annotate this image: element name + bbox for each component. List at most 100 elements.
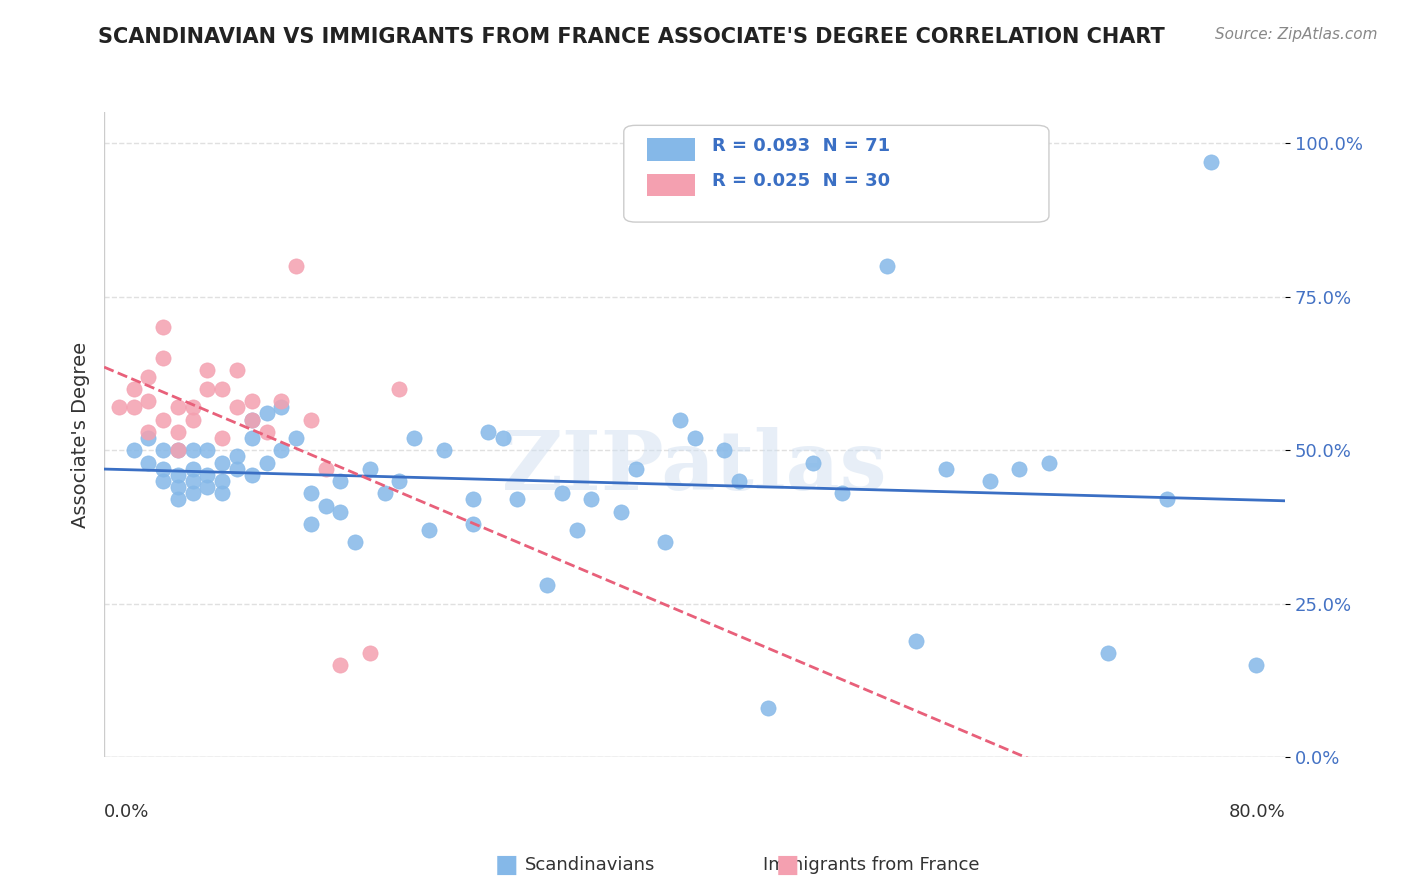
Point [226, 401, 249, 415]
Point [197, 382, 219, 396]
Text: 0.0%: 0.0% [104, 803, 149, 821]
Point [197, 467, 219, 482]
Point [122, 401, 145, 415]
Text: R = 0.093  N = 71: R = 0.093 N = 71 [713, 137, 890, 155]
FancyBboxPatch shape [624, 126, 1049, 222]
Point [463, 516, 485, 531]
Point [167, 401, 190, 415]
FancyBboxPatch shape [647, 138, 695, 161]
Point [299, 412, 322, 426]
Y-axis label: Associate's Degree: Associate's Degree [72, 342, 90, 528]
Point [226, 363, 249, 377]
Point [240, 431, 263, 445]
Point [315, 461, 337, 475]
Point [728, 474, 751, 488]
Point [167, 480, 190, 494]
Point [654, 535, 676, 549]
Point [831, 486, 853, 500]
Point [624, 461, 647, 475]
Point [581, 492, 603, 507]
Point [167, 467, 190, 482]
Point [551, 486, 574, 500]
Text: Immigrants from France: Immigrants from France [763, 856, 980, 874]
Point [979, 474, 1001, 488]
Point [122, 443, 145, 458]
Point [240, 467, 263, 482]
Point [270, 401, 292, 415]
Point [181, 474, 204, 488]
Point [167, 443, 190, 458]
Point [256, 456, 278, 470]
Point [152, 351, 174, 366]
Point [240, 394, 263, 409]
FancyBboxPatch shape [647, 174, 695, 196]
Point [152, 443, 174, 458]
Point [1201, 154, 1223, 169]
Point [152, 461, 174, 475]
Point [477, 425, 499, 439]
Point [152, 412, 174, 426]
Point [211, 382, 233, 396]
Text: SCANDINAVIAN VS IMMIGRANTS FROM FRANCE ASSOCIATE'S DEGREE CORRELATION CHART: SCANDINAVIAN VS IMMIGRANTS FROM FRANCE A… [98, 27, 1166, 46]
Point [315, 499, 337, 513]
Point [122, 382, 145, 396]
Text: Scandinavians: Scandinavians [526, 856, 655, 874]
Point [359, 646, 381, 660]
Point [1097, 646, 1119, 660]
Point [329, 658, 352, 673]
Point [463, 492, 485, 507]
Point [433, 443, 456, 458]
Point [388, 474, 411, 488]
Point [418, 523, 440, 537]
Point [344, 535, 367, 549]
Point [669, 412, 692, 426]
Point [167, 425, 190, 439]
Point [506, 492, 529, 507]
Point [536, 578, 558, 592]
Point [299, 516, 322, 531]
Point [181, 486, 204, 500]
Point [211, 474, 233, 488]
Point [181, 412, 204, 426]
Point [167, 443, 190, 458]
Point [138, 394, 160, 409]
Point [197, 480, 219, 494]
Point [758, 701, 780, 715]
Text: 80.0%: 80.0% [1229, 803, 1285, 821]
Point [329, 505, 352, 519]
Point [801, 456, 824, 470]
Point [876, 259, 898, 273]
Point [138, 456, 160, 470]
Text: ■: ■ [776, 854, 799, 877]
Point [181, 461, 204, 475]
Point [138, 369, 160, 384]
Point [359, 461, 381, 475]
Point [138, 431, 160, 445]
Point [299, 486, 322, 500]
Point [1244, 658, 1267, 673]
Point [108, 401, 131, 415]
Point [1008, 461, 1031, 475]
Point [285, 431, 308, 445]
Point [197, 363, 219, 377]
Text: Source: ZipAtlas.com: Source: ZipAtlas.com [1215, 27, 1378, 42]
Point [404, 431, 426, 445]
Point [181, 401, 204, 415]
Point [374, 486, 396, 500]
Point [935, 461, 957, 475]
Point [905, 633, 928, 648]
Point [713, 443, 735, 458]
Point [329, 474, 352, 488]
Point [211, 431, 233, 445]
Point [256, 425, 278, 439]
Point [211, 486, 233, 500]
Text: ■: ■ [495, 854, 517, 877]
Point [152, 474, 174, 488]
Point [240, 412, 263, 426]
Point [270, 394, 292, 409]
Point [226, 450, 249, 464]
Point [211, 456, 233, 470]
Point [270, 443, 292, 458]
Point [181, 443, 204, 458]
Point [565, 523, 588, 537]
